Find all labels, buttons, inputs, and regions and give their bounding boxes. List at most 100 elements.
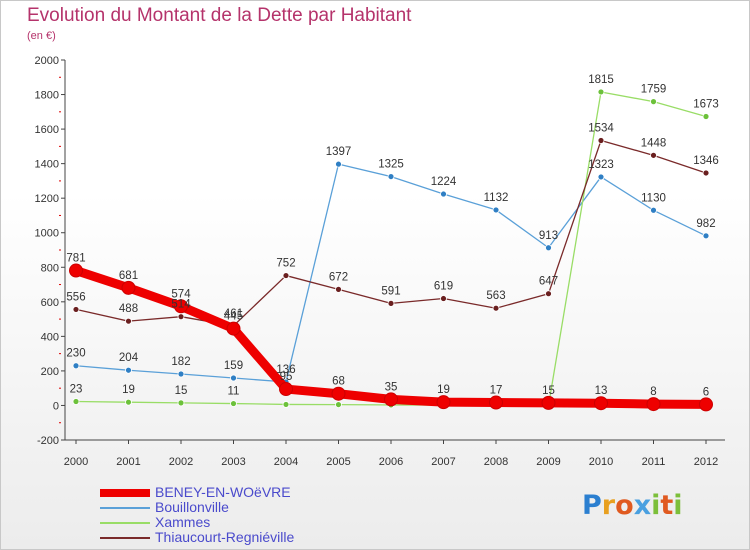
series-point-2 — [492, 304, 500, 312]
y-tick-label: 1600 — [35, 124, 59, 136]
y-tick-label: 800 — [41, 262, 59, 274]
y-tick-label: 1800 — [35, 90, 59, 102]
series-point-3 — [331, 386, 346, 401]
data-label: 1534 — [588, 122, 614, 134]
series-point-0 — [702, 232, 710, 240]
series-point-2 — [387, 299, 395, 307]
legend-label: Xammes — [155, 514, 211, 530]
chart-subtitle: (en €) — [27, 30, 56, 42]
data-label: 17 — [490, 385, 503, 397]
y-tick-label: 600 — [41, 297, 59, 309]
legend-item: Bouillonville — [100, 500, 360, 515]
series-point-3 — [646, 397, 661, 412]
series-point-2 — [72, 306, 80, 313]
x-tick-label: 2007 — [431, 456, 455, 468]
y-tick-label: 200 — [41, 366, 59, 378]
proxiti-logo: Proxiti — [582, 490, 683, 521]
data-label: 6 — [703, 386, 709, 398]
data-label: 574 — [171, 288, 191, 300]
x-tick-label: 2008 — [484, 456, 508, 468]
series-line-0 — [75, 163, 707, 383]
series-point-2 — [545, 290, 552, 298]
data-label: 182 — [171, 356, 190, 368]
data-label: 95 — [280, 371, 293, 383]
legend-swatch — [100, 507, 150, 509]
data-label: 1759 — [641, 84, 667, 96]
data-label: 514 — [171, 299, 191, 311]
data-label: 1673 — [693, 98, 719, 110]
series-point-1 — [72, 398, 80, 405]
series-point-0 — [335, 160, 342, 168]
y-tick-label: 1400 — [35, 159, 59, 171]
chart-title: Evolution du Montant de la Dette par Hab… — [27, 5, 412, 26]
data-label: 563 — [486, 290, 505, 302]
chart-legend: BENEY-EN-WOëVRE Bouillonville Xammes Thiauc… — [100, 485, 360, 545]
y-tick-label: 1000 — [35, 228, 59, 240]
data-label: 136 — [276, 364, 295, 376]
legend-item: Thiaucourt-Regniéville — [100, 530, 360, 545]
series-point-0 — [387, 173, 395, 180]
series-point-2 — [597, 137, 605, 144]
data-label: 1323 — [588, 159, 614, 171]
legend-swatch — [100, 522, 150, 524]
data-label: 11 — [228, 386, 240, 398]
data-label: 445 — [224, 311, 243, 323]
data-label: 1130 — [641, 192, 666, 204]
series-point-2 — [702, 169, 710, 177]
series-point-0 — [177, 370, 185, 378]
x-tick-label: 2005 — [326, 456, 350, 468]
data-label: 1325 — [378, 159, 404, 171]
series-point-2 — [335, 285, 342, 293]
series-point-1 — [650, 98, 657, 106]
series-point-2 — [650, 151, 657, 159]
series-point-1 — [597, 88, 605, 96]
data-label: 647 — [539, 276, 558, 288]
data-label: 159 — [224, 360, 243, 372]
series-point-0 — [492, 206, 500, 214]
data-label: 230 — [66, 348, 85, 360]
legend-label: BENEY-EN-WOëVRE — [155, 484, 291, 500]
x-tick-label: 2011 — [642, 456, 666, 468]
x-tick-label: 2010 — [589, 456, 613, 468]
series-point-0 — [650, 206, 657, 214]
data-label: 204 — [119, 352, 139, 364]
series-point-0 — [597, 173, 605, 181]
series-point-3 — [121, 280, 136, 295]
data-label: 556 — [66, 291, 85, 303]
series-point-1 — [177, 399, 185, 407]
legend-item: BENEY-EN-WOëVRE — [100, 485, 360, 500]
data-label: 15 — [175, 385, 188, 397]
y-tick-label: 2000 — [35, 55, 59, 67]
legend-swatch — [100, 537, 150, 539]
data-label: 1224 — [431, 176, 457, 188]
series-point-3 — [699, 397, 713, 412]
series-point-0 — [72, 362, 80, 370]
data-label: 8 — [650, 386, 656, 398]
x-tick-label: 2000 — [64, 456, 88, 468]
data-label: 1448 — [641, 137, 667, 149]
data-label: 681 — [119, 270, 138, 282]
legend-swatch — [100, 489, 150, 497]
legend-label: Bouillonville — [155, 499, 229, 515]
series-point-1 — [230, 400, 237, 407]
series-point-3 — [489, 395, 503, 410]
data-label: 1815 — [588, 74, 614, 86]
series-point-0 — [440, 190, 447, 198]
x-tick-label: 2002 — [169, 456, 193, 468]
series-point-3 — [226, 321, 241, 336]
series-point-3 — [594, 396, 608, 411]
y-tick-label: 1200 — [35, 193, 59, 205]
data-label: 35 — [385, 381, 398, 393]
data-label: 752 — [276, 258, 295, 270]
x-tick-label: 2004 — [274, 456, 298, 468]
data-label: 488 — [119, 303, 138, 315]
series-point-0 — [545, 244, 552, 252]
series-point-3 — [541, 395, 556, 410]
legend-label: Thiaucourt-Regniéville — [155, 529, 295, 545]
data-label: 1346 — [693, 155, 719, 167]
data-label: 23 — [70, 383, 83, 395]
series-point-3 — [384, 392, 398, 407]
data-label: 68 — [332, 376, 345, 388]
